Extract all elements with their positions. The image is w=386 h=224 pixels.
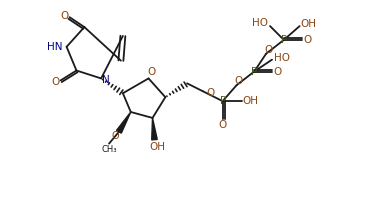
Text: O: O (111, 131, 119, 141)
Text: O: O (303, 35, 312, 45)
Text: P: P (220, 96, 226, 106)
Text: O: O (147, 67, 156, 78)
Text: O: O (61, 11, 69, 21)
Text: CH₃: CH₃ (101, 145, 117, 154)
Polygon shape (152, 118, 157, 140)
Text: OH: OH (242, 96, 258, 106)
Text: OH: OH (301, 19, 317, 29)
Polygon shape (117, 112, 131, 133)
Text: O: O (52, 77, 60, 87)
Text: HN: HN (47, 42, 63, 52)
Text: HO: HO (274, 53, 290, 63)
Text: OH: OH (149, 142, 166, 152)
Text: P: P (281, 35, 287, 45)
Text: N: N (102, 75, 110, 85)
Text: O: O (264, 45, 272, 55)
Text: O: O (207, 88, 215, 98)
Text: O: O (218, 120, 227, 130)
Text: O: O (274, 67, 282, 77)
Text: P: P (251, 67, 257, 77)
Text: O: O (234, 76, 242, 86)
Text: HO: HO (252, 18, 268, 28)
